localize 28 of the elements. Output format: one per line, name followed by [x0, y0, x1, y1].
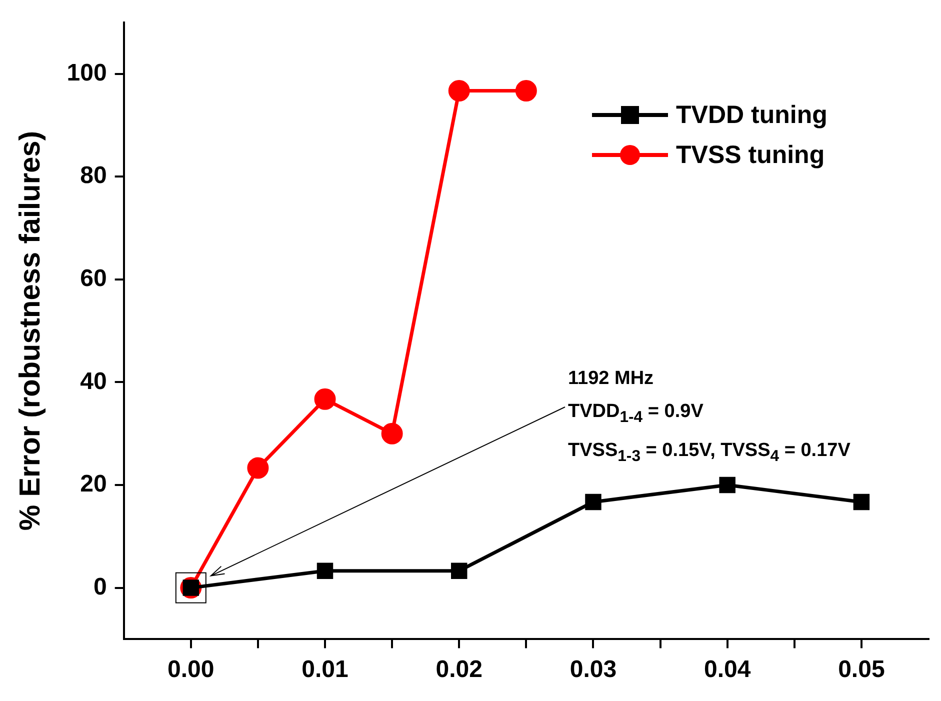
point — [585, 494, 602, 510]
y-tick-label: 40 — [80, 368, 107, 395]
point — [247, 457, 269, 479]
y-tick-label: 20 — [80, 470, 107, 498]
point — [853, 494, 870, 510]
annotation: TVSS$_{1-3}$ = 0.15V, TVSS$_{4}$ = 0.17V — [568, 438, 850, 467]
y-tick-label: 80 — [80, 162, 107, 190]
point — [316, 562, 334, 579]
y-axis-title: % Error (robustness failures) — [14, 130, 46, 531]
x-tick-label: 0.00 — [168, 656, 214, 684]
x-tick-label: 0.02 — [436, 656, 482, 684]
point — [448, 80, 470, 102]
legend-label: TVDD tuning — [676, 100, 828, 130]
legend-label: TVSS tuning — [676, 140, 825, 170]
x-tick-label: 0.04 — [704, 656, 752, 684]
y-tick-label: 0 — [93, 573, 107, 600]
y-tick-label: 100 — [66, 59, 107, 86]
x-tick-label: 0.03 — [570, 656, 617, 684]
point — [451, 562, 468, 579]
point — [719, 476, 736, 494]
annotation: 1192 MHz — [568, 367, 655, 391]
y-tick-label: 60 — [80, 265, 107, 292]
annotation: TVDD$_{1-4}$ = 0.9V — [568, 400, 704, 428]
x-tick-label: 0.01 — [302, 656, 348, 684]
x-tick-label: 0.05 — [838, 656, 885, 684]
point — [314, 388, 336, 410]
point — [381, 422, 403, 444]
point — [515, 80, 537, 102]
